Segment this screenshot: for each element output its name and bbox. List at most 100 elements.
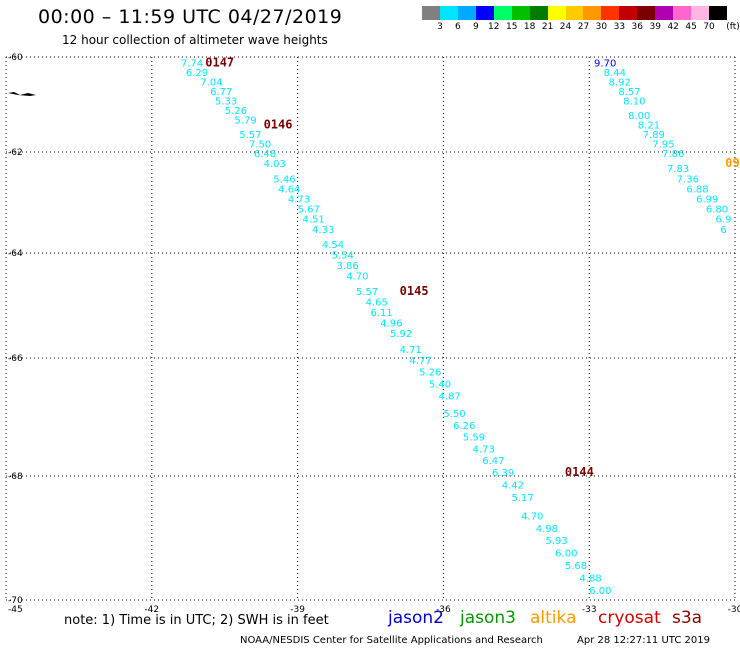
colorbar-swatch: [475, 6, 494, 20]
swh-value: 5.33: [215, 97, 237, 108]
colorbar-swatch: [493, 6, 512, 20]
lon-tick-label: -36: [436, 605, 451, 615]
swh-value: 4.88: [579, 573, 601, 584]
swh-value: 5.93: [545, 536, 567, 547]
swh-value: 5.67: [298, 205, 320, 216]
swh-value: 4.87: [439, 391, 461, 402]
swh-value: 5.26: [225, 106, 247, 117]
legend-item-altika: altika: [530, 608, 577, 628]
colorbar-label: (ft): [726, 22, 740, 32]
lat-tick-label: -68: [8, 472, 23, 482]
swh-value: 6: [720, 225, 726, 236]
colorbar-label: 12: [488, 22, 500, 32]
swh-value: 5.54: [332, 250, 354, 261]
swh-value: 6.00: [555, 549, 577, 560]
swh-value: 7.83: [667, 164, 689, 175]
legend-item-cryosat: cryosat: [598, 608, 661, 628]
swh-value: 4.33: [312, 225, 334, 236]
island-shape: [8, 92, 36, 96]
swh-value: 5.92: [390, 329, 412, 340]
swh-value: 7.36: [677, 174, 699, 185]
colorbar-label: 42: [667, 22, 679, 32]
colorbar-label: 24: [559, 22, 572, 32]
lat-tick-label: -66: [8, 354, 23, 364]
swh-value: 6.26: [453, 421, 475, 432]
colorbar-label: 33: [613, 22, 626, 32]
swh-value: 7.95: [652, 139, 674, 150]
swh-value: 4.71: [400, 345, 422, 356]
colorbar-label: 3: [437, 22, 443, 32]
swh-value: 6.77: [210, 87, 232, 98]
pass-time-label: 0144: [565, 465, 594, 479]
colorbar-swatch: [655, 6, 674, 20]
swh-value: 8.00: [628, 111, 650, 122]
colorbar-label: 9: [472, 22, 479, 32]
pass-time-label: 0146: [264, 117, 293, 131]
swh-value: 8.10: [623, 97, 645, 108]
colorbar-swatch: [439, 6, 458, 20]
swh-value: 7.86: [662, 149, 684, 160]
colorbar-label: 18: [523, 22, 536, 32]
swh-value: 6.9: [716, 215, 732, 226]
wave-height-colorbar: [422, 6, 727, 20]
lon-tick-label: -30: [728, 605, 740, 615]
swh-value: 6.80: [706, 205, 728, 216]
colorbar-label: 36: [631, 22, 644, 32]
swh-value: 6.47: [482, 456, 504, 467]
colorbar-swatch: [619, 6, 638, 20]
swh-value: 4.70: [346, 271, 368, 282]
legend-item-jason2: jason2: [388, 608, 444, 628]
colorbar-swatch: [511, 6, 530, 20]
update-timestamp: Apr 28 12:27:11 UTC 2019: [577, 635, 710, 646]
colorbar-swatch: [529, 6, 548, 20]
swh-value: 6.11: [371, 308, 393, 319]
colorbar-label: 27: [577, 22, 590, 32]
lon-tick-label: -39: [290, 605, 305, 615]
pass-time-label: 0145: [400, 284, 429, 298]
swh-value: 5.79: [234, 116, 256, 127]
swh-value: 4.73: [473, 444, 495, 455]
colorbar-label: 15: [505, 22, 518, 32]
colorbar-swatch: [691, 6, 709, 20]
swh-value: 7.74: [181, 59, 203, 70]
colorbar-swatch: [673, 6, 692, 20]
swh-value: 7.89: [643, 130, 665, 141]
colorbar-label: 21: [541, 22, 554, 32]
colorbar-swatch: [547, 6, 566, 20]
colorbar-labels: 3 6 9 12 15 18 21 24 27 30 33 36 39 42 45 70 (ft): [422, 22, 740, 34]
lat-tick-label: -62: [8, 148, 23, 158]
swh-value: 5.59: [463, 433, 485, 444]
colorbar-label: 45: [685, 22, 697, 32]
lon-tick-label: -45: [8, 605, 23, 615]
pass-time-label: 0909: [725, 156, 740, 170]
swh-value: 4.65: [366, 298, 388, 309]
swh-value: 6.00: [589, 586, 611, 597]
swh-value: 8.92: [609, 78, 631, 89]
swh-value: 4.77: [409, 356, 431, 367]
swh-value: 5.17: [511, 493, 533, 504]
footnote: note: 1) Time is in UTC; 2) SWH is in fe…: [64, 613, 329, 628]
colorbar-label: 70: [703, 22, 715, 32]
swh-value: 3.86: [336, 261, 358, 272]
colorbar-swatch: [601, 6, 620, 20]
legend-item-s3a: s3a: [672, 608, 703, 628]
swh-value: 6.48: [254, 149, 276, 160]
swh-value: 5.57: [356, 287, 378, 298]
lat-tick-label: -70: [8, 596, 23, 606]
swh-value: 6.88: [686, 184, 708, 195]
colorbar-swatch: [709, 6, 727, 20]
credit-line: NOAA/NESDIS Center for Satellite Applica…: [240, 635, 543, 646]
swh-value: 5.68: [565, 561, 587, 572]
swh-value: 4.73: [288, 195, 310, 206]
page-subtitle: 12 hour collection of altimeter wave hei…: [62, 33, 328, 47]
swh-value: 6.99: [696, 195, 718, 206]
page-title: 00:00 – 11:59 UTC 04/27/2019: [38, 6, 343, 28]
swh-value: 9.70: [594, 59, 616, 70]
swh-value: 6.29: [186, 68, 208, 79]
lat-tick-label: -60: [8, 53, 23, 63]
swh-value: 4.70: [521, 511, 543, 522]
swh-value: 7.50: [249, 139, 271, 150]
swh-value: 5.50: [443, 409, 465, 420]
swh-value: 4.54: [322, 240, 344, 251]
